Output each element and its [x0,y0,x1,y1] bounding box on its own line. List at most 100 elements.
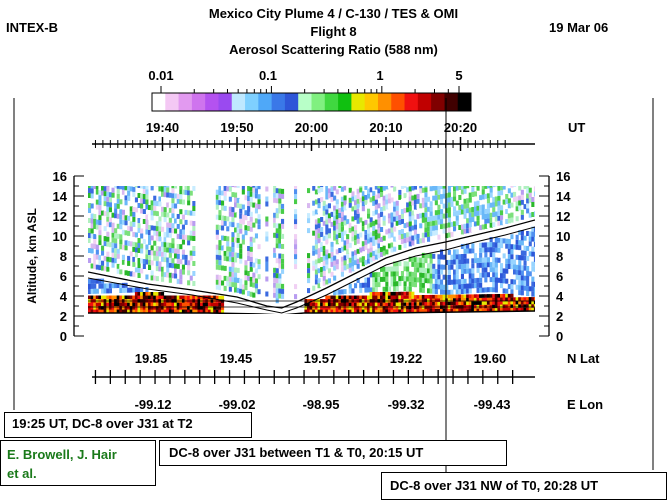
curtain-cell [134,287,138,293]
curtain-cell [168,252,172,258]
curtain-cell [387,223,391,229]
curtain-cell [275,258,279,264]
colorbar-label-1: 0.1 [259,68,277,83]
curtain-cell [479,242,483,248]
curtain-cell [161,276,165,282]
curtain-cell [265,221,269,227]
curtain-cell [338,309,342,314]
curtain-cell [463,301,467,306]
curtain-cell [471,273,475,279]
curtain-cell [171,188,175,194]
curtain-cell [294,186,298,190]
colorbar-swatch [391,93,405,111]
curtain-cell [427,298,431,303]
curtain-cell [526,271,530,276]
curtain-cell [502,253,506,259]
curtain-cell [356,306,360,310]
curtain-cell [447,187,451,193]
curtain-cell [380,247,384,252]
curtain-cell [106,191,110,197]
curtain-cell [520,304,524,308]
curtain-cell [254,188,258,194]
curtain-cell [161,266,165,272]
curtain-cell [155,276,159,282]
curtain-cell [234,202,238,208]
curtain-cell [278,208,282,214]
curtain-cell [507,254,511,259]
curtain-cell [458,279,462,285]
curtain-cell [458,308,462,313]
colorbar-swatch [178,93,193,111]
curtain-cell [463,228,467,234]
lat-tick-label: 19.85 [135,351,168,366]
curtain-cell [179,234,183,240]
curtain-cell [393,281,397,287]
curtain-cell [132,246,136,252]
curtain-cell [385,194,389,200]
curtain-cell [148,215,152,220]
curtain-cell [254,288,258,294]
curtain-cell [101,283,105,289]
curtain-cell [163,186,167,188]
curtain-cell [101,186,105,191]
curtain-cell [137,295,141,300]
curtain-cell [168,207,172,213]
curtain-cell [171,273,175,279]
curtain-cell [380,192,384,197]
curtain-cell [505,307,509,312]
curtain-cell [116,198,120,204]
curtain-cell [166,295,170,300]
colorbar-swatch [377,93,392,111]
curtain-cell [239,278,243,284]
curtain-cell [228,266,232,272]
curtain-cell [450,196,454,202]
curtain-cell [382,266,386,272]
curtain-cell [489,212,493,218]
curtain-cell [434,308,438,313]
curtain-cell [247,221,251,226]
curtain-cell [380,187,384,192]
altitude-tick-label: 10 [556,229,570,244]
curtain-cell [273,277,277,283]
colorbar-label-2: 1 [376,68,383,83]
curtain-cell [533,307,535,312]
curtain-cell [168,277,172,283]
curtain-cell [489,217,493,223]
curtain-cell [218,265,222,271]
curtain-cell [223,190,227,196]
curtain-cell [148,265,152,270]
curtain-cell [450,289,454,295]
curtain-cell [440,224,444,230]
curtain-cell [184,306,188,310]
curtain-cell [445,285,449,290]
curtain-cell [484,267,488,273]
curtain-cell [333,215,337,221]
curtain-cell [189,186,193,191]
curtain-cell [335,302,339,307]
curtain-cell [497,301,501,305]
curtain-cell [148,295,152,300]
curtain-cell [192,306,196,310]
curtain-cell [210,309,214,314]
curtain-cell [411,291,415,296]
credit-box: E. Browell, J. Hair et al. [0,440,156,486]
curtain-cell [437,234,441,240]
curtain-cell [447,264,451,270]
curtain-cell [119,288,123,293]
curtain-cell [153,200,157,206]
curtain-cell [359,257,363,263]
curtain-cell [281,243,285,249]
curtain-cell [121,306,125,310]
curtain-cell [408,286,412,292]
curtain-cell [317,258,321,264]
curtain-cell [364,277,368,283]
curtain-cell [500,186,504,191]
annotation-nw-t0-text: DC-8 over J31 NW of T0, 20:28 UT [390,478,599,493]
curtain-cell [427,295,431,299]
curtain-cell [150,205,154,211]
curtain-cell [90,283,94,289]
curtain-cell [416,213,420,219]
curtain-cell [460,264,464,269]
curtain-cell [489,242,493,248]
curtain-cell [427,278,431,284]
